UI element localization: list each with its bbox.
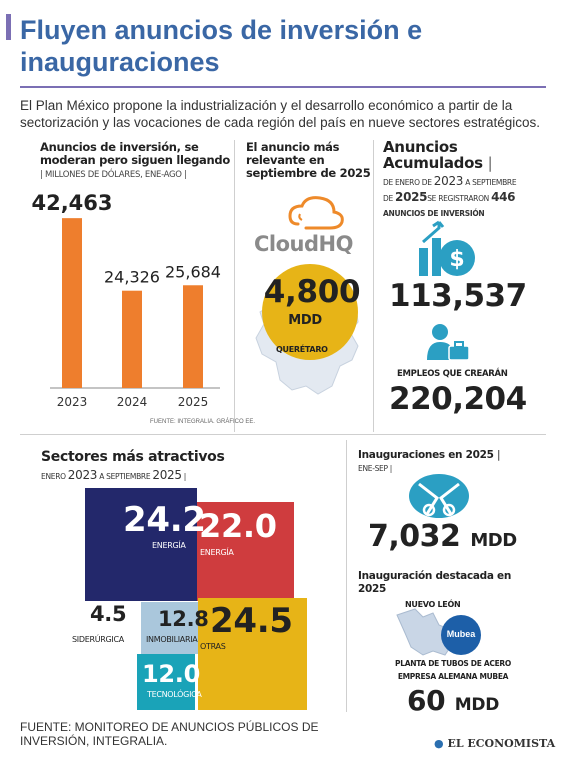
sector-value: 12.0 — [142, 660, 201, 688]
sector-label: INMOBILIARIA — [146, 635, 198, 644]
svg-text:$: $ — [449, 247, 464, 272]
featured-desc: PLANTA DE TUBOS DE ACERO EMPRESA ALEMANA… — [358, 657, 548, 683]
highlight-company-text: CloudHQ — [254, 232, 353, 256]
jobs-icon — [427, 324, 470, 361]
sector-box-siderurgica — [92, 602, 132, 642]
inaugurations-period-text: ENE-SEP — [358, 464, 388, 473]
highlight-amount: 4,800 — [263, 274, 361, 310]
bar-value-label: 25,684 — [165, 262, 221, 281]
bar-2024 — [122, 290, 142, 388]
highlight-graphic — [255, 196, 359, 395]
inaugurations-unit: MDD — [470, 530, 517, 551]
acc-line2a: DE — [383, 194, 393, 203]
accumulated-title: Anuncios Acumulados | — [383, 138, 493, 172]
sectors-title: Sectores más atractivos — [41, 449, 225, 465]
acc-line2-count: 446 — [491, 190, 516, 204]
accumulated-desc: DE ENERO DE 2023 A SEPTIEMBRE DE 2025SE … — [383, 174, 553, 221]
bar-category-label: 2025 — [178, 395, 209, 409]
acc-line3: ANUNCIOS DE INVERSIÓN — [383, 209, 485, 218]
bar-category-label: 2023 — [57, 395, 88, 409]
intro-text: El Plan México propone la industrializac… — [20, 98, 541, 130]
footer-brand-text: EL ECONOMISTA — [447, 737, 556, 750]
bar-category-label: 2024 — [117, 395, 148, 409]
inaugurations-amount: 7,032 MDD — [368, 519, 517, 554]
featured-amount-text: 60 — [406, 684, 446, 717]
featured-title: Inauguración destacada en 2025 — [358, 570, 512, 595]
bar-2023 — [62, 218, 82, 388]
featured-desc-1: PLANTA DE TUBOS DE ACERO — [395, 659, 511, 668]
sectors-sub-year2: 2025 — [152, 468, 182, 482]
highlight-state: QUERÉTARO — [276, 345, 328, 354]
sectors-sub-b: A SEPTIEMBRE — [99, 472, 151, 481]
accumulated-total: 113,537 — [389, 278, 527, 314]
brand-bullet-icon: ● — [434, 737, 444, 750]
bar-value-label: 24,326 — [104, 268, 160, 287]
divider-v2 — [373, 140, 374, 432]
acc-line1b: A SEPTIEMBRE — [465, 178, 517, 187]
inaugurations-title: Inauguraciones en 2025 | — [358, 449, 501, 461]
jobs-label: EMPLEOS QUE CREARÁN — [397, 369, 508, 379]
mubea-logo-icon — [441, 615, 481, 655]
inaugurations-period: ENE-SEP | — [358, 464, 393, 473]
title-accent-bar — [6, 14, 11, 40]
investment-chart-icon: $ — [419, 220, 475, 276]
acc-line2-year: 2025 — [395, 190, 428, 204]
sector-value: 4.5 — [90, 602, 127, 626]
sector-label: OTRAS — [200, 642, 226, 651]
highlight-unit: MDD — [288, 313, 322, 328]
footer-brand: ● EL ECONOMISTA — [434, 737, 555, 750]
sector-value: 24.2 — [123, 500, 206, 540]
featured-company: Mubea — [446, 629, 476, 639]
highlight-company: CloudHQ — [254, 232, 353, 256]
acc-line2b: SE REGISTRARON — [427, 194, 489, 203]
sector-label: TECNOLÓGICA — [147, 690, 202, 699]
acc-line1-year: 2023 — [433, 174, 464, 188]
jobs-total: 220,204 — [389, 381, 527, 417]
page-title: Fluyen anuncios de inversión e inaugurac… — [20, 15, 423, 77]
sector-label: SIDERÚRGICA — [72, 635, 124, 644]
sector-box-energia2 — [197, 502, 294, 601]
nuevo-leon-map-icon — [396, 608, 481, 656]
featured-amount: 60 MDD — [358, 684, 548, 717]
ribbon-cutting-icon — [409, 474, 469, 518]
footer-source: FUENTE: MONITOREO DE ANUNCIOS PÚBLICOS D… — [20, 720, 319, 748]
title-divider — [20, 86, 546, 88]
accumulated-title-1: Anuncios — [383, 138, 458, 156]
highlight-circle — [262, 264, 358, 360]
featured-desc-2: EMPRESA ALEMANA MUBEA — [397, 672, 509, 681]
sector-value: 22.0 — [199, 507, 277, 545]
sectors-subtitle: ENERO 2023 A SEPTIEMBRE 2025 | — [41, 468, 187, 482]
sector-box-inmobiliaria — [141, 602, 198, 654]
highlight-title: El anuncio más relevante en septiembre d… — [246, 140, 371, 180]
bar-panel-title: Anuncios de inversión, se moderan pero s… — [40, 140, 230, 181]
featured-state: NUEVO LEÓN — [405, 600, 461, 609]
sector-label: ENERGÍA — [152, 541, 186, 550]
sector-box-energia — [85, 488, 197, 601]
sector-value: 12.8 — [158, 607, 209, 631]
sector-box-otras — [198, 598, 307, 710]
bar-value-label: 42,463 — [31, 191, 112, 215]
bar-panel-unit: MILLONES DE DÓLARES, ENE-AGO — [44, 170, 182, 180]
divider-h1 — [20, 434, 546, 435]
bar-chart-source: FUENTE: INTEGRALIA. GRÁFICO EE. — [150, 419, 256, 425]
inaugurations-amount-text: 7,032 — [368, 519, 461, 554]
sector-label: ENERGÍA — [200, 548, 234, 557]
accumulated-title-2: Acumulados — [383, 154, 483, 172]
divider-v1 — [234, 140, 235, 432]
bar-panel-title-text: Anuncios de inversión, se moderan pero s… — [40, 140, 230, 167]
sectors-sub-a: ENERO — [41, 472, 66, 481]
sectors-sub-year1: 2023 — [67, 468, 98, 482]
bar-2025 — [183, 285, 203, 388]
inaugurations-title-text: Inauguraciones en 2025 — [358, 449, 494, 461]
featured-unit: MDD — [454, 695, 500, 715]
sector-value: 24.5 — [210, 601, 293, 641]
sector-box-tecnologica — [137, 654, 195, 710]
bar-chart: 42,463 2023 24,326 2024 25,684 2025 — [31, 191, 221, 409]
divider-v3 — [346, 440, 347, 712]
cloudhq-logo-icon — [288, 196, 344, 230]
acc-line1a: DE ENERO DE — [383, 178, 432, 187]
